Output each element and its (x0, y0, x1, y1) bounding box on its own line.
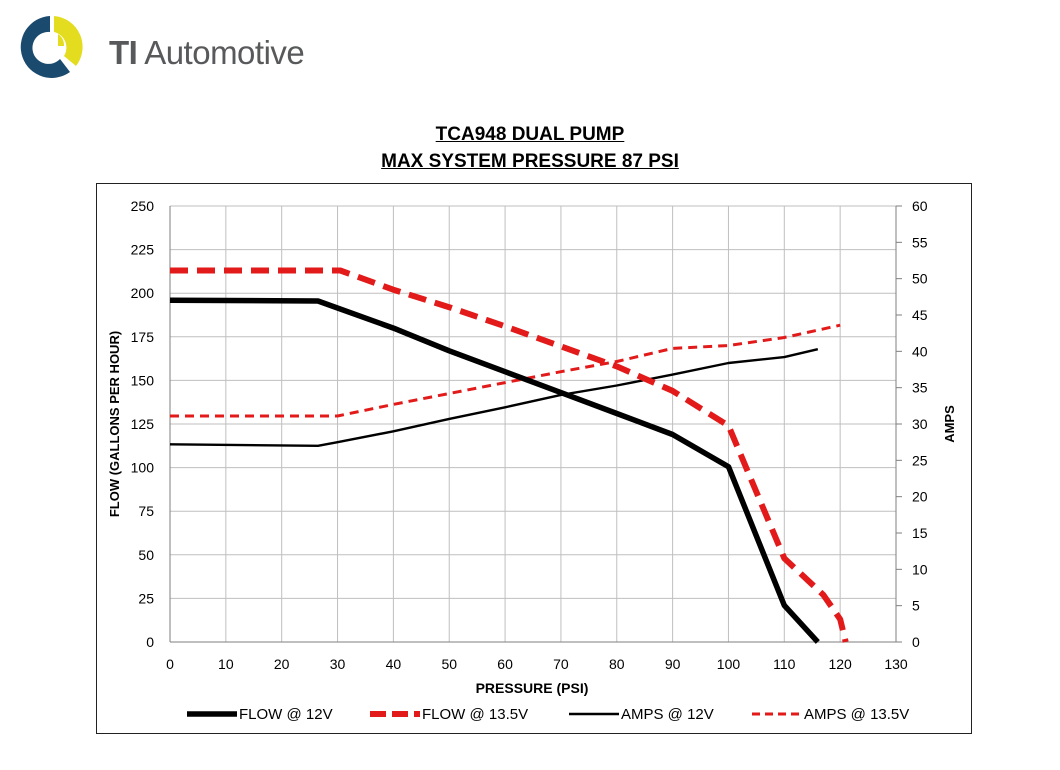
y2-tick-label: 45 (912, 307, 928, 323)
x-tick-label: 60 (497, 656, 513, 672)
y-axis-label: FLOW (GALLONS PER HOUR) (107, 331, 122, 517)
brand-name: TI Automotive (109, 34, 304, 72)
x-tick-label: 30 (330, 656, 346, 672)
series-line-amps-12v (170, 349, 818, 446)
legend-label: AMPS @ 12V (621, 706, 714, 723)
x-tick-label: 80 (609, 656, 625, 672)
chart-frame: 0 10 20 30 40 50 60 70 80 90 100 110 120 130 0 25 50 75 10… (96, 183, 972, 734)
chart-title-line-2: MAX SYSTEM PRESSURE 87 PSI (0, 151, 1060, 173)
x-tick-label: 110 (773, 656, 796, 672)
series-line-flow-13-5v (170, 271, 846, 643)
y-tick-label: 50 (138, 547, 154, 563)
x-tick-label: 120 (828, 656, 852, 672)
brand-name-bold: TI (109, 34, 137, 71)
y-tick-label: 75 (138, 503, 154, 519)
y-tick-label: 250 (131, 198, 155, 214)
y2-tick-label: 50 (912, 271, 928, 287)
y2-axis-label: AMPS (942, 405, 957, 443)
y-tick-label: 25 (138, 590, 154, 606)
brand-name-regular: Automotive (144, 34, 304, 71)
y-tick-label: 150 (131, 372, 155, 388)
y-tick-label: 200 (131, 285, 155, 301)
x-tick-label: 90 (665, 656, 681, 672)
legend-label: FLOW @ 13.5V (422, 706, 528, 723)
y2-tick-label: 35 (912, 380, 928, 396)
y2-tick-label: 25 (912, 452, 928, 468)
y2-tick-label: 15 (912, 525, 928, 541)
x-tick-label: 100 (717, 656, 741, 672)
ti-ring-icon (14, 12, 86, 82)
x-axis-label: PRESSURE (PSI) (476, 680, 589, 696)
pump-performance-chart: 0 10 20 30 40 50 60 70 80 90 100 110 120 130025507510… (97, 184, 971, 733)
y2-tick-label: 55 (912, 234, 928, 250)
x-tick-label: 10 (218, 656, 234, 672)
y-tick-label: 125 (131, 416, 155, 432)
x-tick-label: 40 (386, 656, 402, 672)
y2-tick-label: 60 (912, 198, 928, 214)
y-tick-label: 0 (146, 634, 154, 650)
series-line-flow-12v (170, 300, 818, 642)
chart-title-line-1: TCA948 DUAL PUMP (0, 124, 1060, 146)
y2-tick-label: 20 (912, 489, 928, 505)
y2-tick-label: 10 (912, 561, 928, 577)
brand-logo: TI Automotive (14, 12, 334, 82)
legend-label: FLOW @ 12V (239, 706, 333, 723)
y-tick-label: 100 (131, 460, 155, 476)
y2-tick-label: 0 (912, 634, 920, 650)
x-tick-label: 130 (884, 656, 908, 672)
x-tick-label: 20 (274, 656, 290, 672)
y2-tick-label: 5 (912, 598, 920, 614)
y-tick-label: 225 (131, 242, 155, 258)
x-tick-label: 70 (553, 656, 569, 672)
x-tick-label: 50 (441, 656, 457, 672)
y-tick-label: 175 (131, 329, 155, 345)
x-tick-label: 0 (166, 656, 174, 672)
y2-tick-label: 40 (912, 343, 928, 359)
legend-label: AMPS @ 13.5V (804, 706, 909, 723)
y2-tick-label: 30 (912, 416, 928, 432)
